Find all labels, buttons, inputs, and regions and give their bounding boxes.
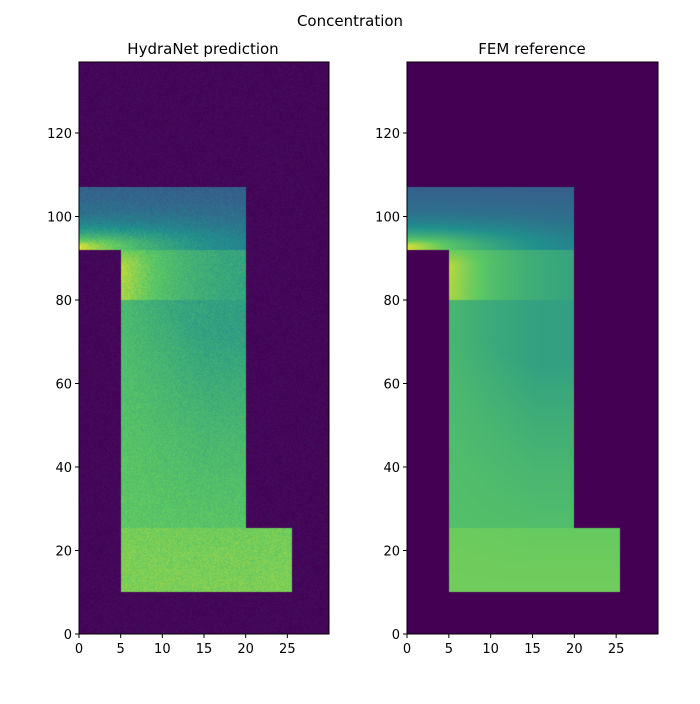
panel-hydranet: HydraNet prediction 0 5 10 15 20 25 0 20 40 60 80 1… xyxy=(47,40,330,657)
hydranet-ytick-label: 40 xyxy=(55,461,72,476)
fem-xtick-label: 20 xyxy=(566,642,583,657)
hydranet-xtick-label: 20 xyxy=(237,642,254,657)
hydranet-ytick-label: 60 xyxy=(55,377,72,392)
hydranet-ytick-label: 20 xyxy=(55,544,72,559)
fem-xtick-label: 15 xyxy=(524,642,541,657)
panel-fem: FEM reference 0 5 10 15 20 25 0 20 40 60 80 100 120 xyxy=(375,40,659,657)
panel-title-fem: FEM reference xyxy=(478,40,585,58)
fem-ytick-label: 80 xyxy=(383,294,400,309)
heatmap-canvas-hydranet-wrap xyxy=(79,62,329,634)
hydranet-xtick-label: 15 xyxy=(196,642,213,657)
hydranet-xtick-label: 0 xyxy=(75,642,83,657)
fem-ytick-label: 0 xyxy=(392,628,400,643)
fem-xtick-label: 5 xyxy=(445,642,453,657)
heatmap-canvas-fem-wrap xyxy=(407,62,658,634)
fem-ytick-label: 20 xyxy=(383,544,400,559)
ticks-hydranet: 0 5 10 15 20 25 0 20 40 60 80 100 120 xyxy=(47,127,295,657)
hydranet-ytick-label: 120 xyxy=(47,127,72,142)
fem-ytick-label: 100 xyxy=(375,210,400,225)
fem-ytick-label: 40 xyxy=(383,461,400,476)
fem-ytick-label: 120 xyxy=(375,127,400,142)
hydranet-xtick-label: 10 xyxy=(154,642,171,657)
figure-suptitle: Concentration xyxy=(297,12,403,30)
panel-title-hydranet: HydraNet prediction xyxy=(127,40,278,58)
fem-xtick-label: 0 xyxy=(403,642,411,657)
heatmap-fem xyxy=(407,62,658,634)
hydranet-ytick-label: 0 xyxy=(64,628,72,643)
heatmap-hydranet xyxy=(79,62,329,634)
fem-xtick-label: 10 xyxy=(482,642,499,657)
hydranet-ytick-label: 100 xyxy=(47,210,72,225)
fem-ytick-label: 60 xyxy=(383,377,400,392)
ticks-fem: 0 5 10 15 20 25 0 20 40 60 80 100 120 xyxy=(375,127,624,657)
hydranet-xtick-label: 5 xyxy=(117,642,125,657)
fem-xtick-label: 25 xyxy=(608,642,625,657)
hydranet-ytick-label: 80 xyxy=(55,294,72,309)
hydranet-xtick-label: 25 xyxy=(279,642,296,657)
